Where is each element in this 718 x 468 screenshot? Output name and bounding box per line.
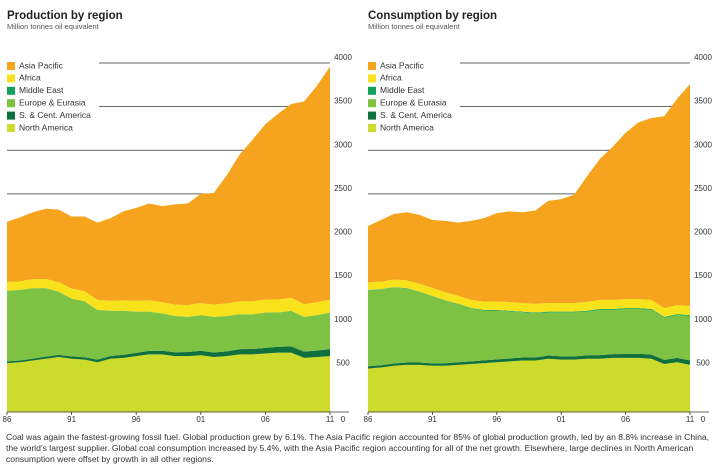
x-tick-label: 11 <box>686 415 695 424</box>
legend-label: S. & Cent. America <box>19 110 91 120</box>
y-tick-label: 1500 <box>334 271 352 280</box>
x-tick-label: 06 <box>261 415 270 424</box>
legend-swatch <box>7 86 15 95</box>
legend: Asia Pacific Africa Middle East Europe & Eu… <box>368 59 460 140</box>
y-tick-label: 2500 <box>334 184 352 193</box>
y-tick-label: 3500 <box>694 97 712 106</box>
legend: Asia Pacific Africa Middle East Europe & Eu… <box>7 59 99 140</box>
legend-swatch <box>368 62 376 70</box>
y-tick-label: 2000 <box>334 228 352 237</box>
y-tick-label: 1000 <box>694 315 712 324</box>
y-tick-label: 3000 <box>334 140 352 149</box>
y-tick-label: 2500 <box>694 184 712 193</box>
legend-label: Europe & Eurasia <box>19 97 86 107</box>
chart-subtitle: Million tonnes oil equivalent <box>368 22 461 31</box>
y-tick-label: 500 <box>336 358 350 367</box>
area <box>7 278 330 317</box>
x-tick-label: 01 <box>557 415 566 424</box>
x-tick-label: 86 <box>364 415 373 424</box>
legend-bg <box>7 59 99 140</box>
legend-label: Middle East <box>380 85 425 95</box>
y-tick-label: 3500 <box>334 97 352 106</box>
x-tick-label: 06 <box>621 415 630 424</box>
legend-swatch <box>7 124 15 132</box>
area <box>7 288 330 362</box>
legend-label: Africa <box>380 73 402 83</box>
legend-label: Asia Pacific <box>380 60 425 70</box>
y-tick-label: 3000 <box>694 140 712 149</box>
y-tick-label: 0 <box>701 415 706 424</box>
x-tick-label: 91 <box>67 415 76 424</box>
y-tick-label: 4000 <box>694 53 712 62</box>
area <box>368 287 690 367</box>
legend-swatch <box>368 99 376 108</box>
caption: Coal was again the fastest-growing fossi… <box>6 432 710 464</box>
legend-swatch <box>368 111 376 120</box>
legend-label: Middle East <box>19 85 64 95</box>
legend-swatch <box>7 62 15 70</box>
x-tick-label: 91 <box>428 415 437 424</box>
y-tick-label: 0 <box>341 415 346 424</box>
y-tick-label: 1500 <box>694 271 712 280</box>
y-tick-label: 4000 <box>334 53 352 62</box>
legend-swatch <box>368 86 376 95</box>
chart-title: Production by region <box>7 10 123 22</box>
area <box>7 352 330 412</box>
legend-swatch <box>7 111 15 120</box>
legend-swatch <box>368 74 376 83</box>
y-tick-label: 500 <box>696 358 710 367</box>
legend-label: Asia Pacific <box>19 60 64 70</box>
x-tick-label: 96 <box>492 415 501 424</box>
legend-bg <box>368 59 460 140</box>
x-tick-label: 96 <box>132 415 141 424</box>
area <box>368 279 690 317</box>
legend-label: North America <box>380 122 434 132</box>
area <box>7 66 330 306</box>
legend-swatch <box>368 124 376 132</box>
area <box>368 357 690 412</box>
area <box>7 346 330 364</box>
x-tick-label: 86 <box>3 415 12 424</box>
chart-title: Consumption by region <box>368 10 497 22</box>
area <box>368 83 690 309</box>
chart-subtitle: Million tonnes oil equivalent <box>7 22 100 31</box>
legend-swatch <box>7 74 15 83</box>
x-tick-label: 01 <box>196 415 205 424</box>
legend-label: S. & Cent. America <box>380 110 452 120</box>
area <box>368 353 690 369</box>
legend-label: North America <box>19 122 73 132</box>
y-tick-label: 2000 <box>694 228 712 237</box>
legend-label: Africa <box>19 73 41 83</box>
y-tick-label: 1000 <box>334 315 352 324</box>
legend-label: Europe & Eurasia <box>380 97 447 107</box>
legend-swatch <box>7 99 15 108</box>
x-tick-label: 11 <box>326 415 335 424</box>
